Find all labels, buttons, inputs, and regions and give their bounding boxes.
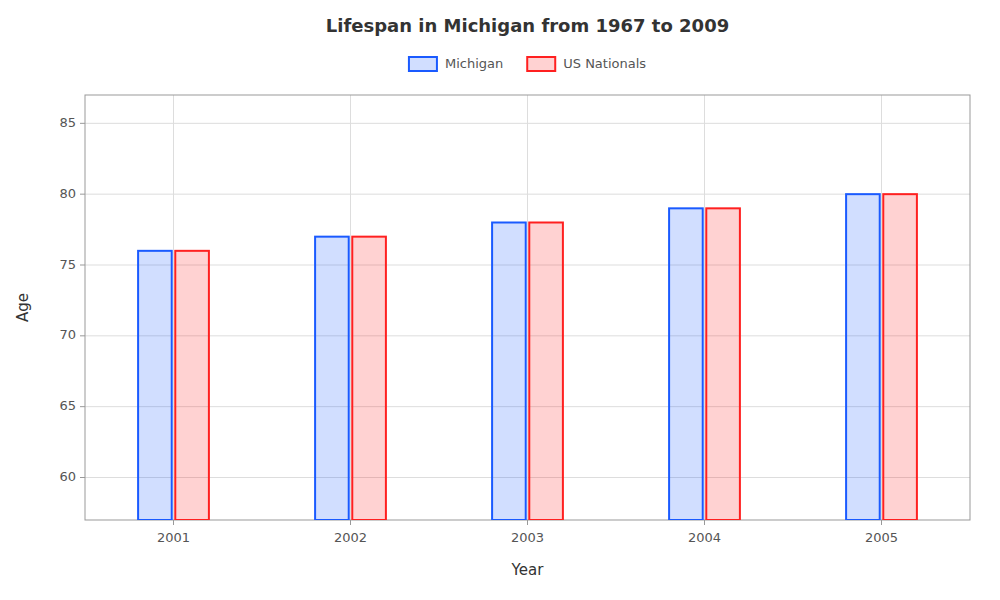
legend-label: Michigan bbox=[445, 56, 503, 71]
legend-swatch bbox=[409, 57, 437, 71]
bar bbox=[138, 251, 172, 520]
bar bbox=[846, 194, 880, 520]
bar bbox=[669, 208, 703, 520]
y-tick-label: 75 bbox=[59, 257, 76, 272]
x-tick-label: 2002 bbox=[334, 530, 367, 545]
x-axis: 2001 2002 2003 2004 2005 bbox=[157, 520, 898, 545]
y-tick-label: 85 bbox=[59, 115, 76, 130]
y-tick-label: 80 bbox=[59, 186, 76, 201]
x-tick-label: 2004 bbox=[688, 530, 721, 545]
chart-title: Lifespan in Michigan from 1967 to 2009 bbox=[326, 15, 729, 36]
y-tick bbox=[80, 477, 85, 478]
legend-item: Michigan bbox=[409, 56, 503, 72]
grid-line-x bbox=[704, 95, 705, 520]
y-tick bbox=[80, 265, 85, 266]
chart-container: Lifespan in Michigan from 1967 to 2009 60… bbox=[0, 0, 1000, 600]
y-tick-label: 60 bbox=[59, 469, 76, 484]
chart-svg: Lifespan in Michigan from 1967 to 2009 60… bbox=[0, 0, 1000, 600]
y-tick-label: 65 bbox=[59, 398, 76, 413]
grid-line-x bbox=[173, 95, 174, 520]
x-axis-label: Year bbox=[511, 561, 545, 579]
bar bbox=[492, 223, 526, 521]
grid-line-x bbox=[881, 95, 882, 520]
bar-series bbox=[138, 194, 880, 520]
grid-line-x bbox=[350, 95, 351, 520]
grid bbox=[85, 95, 970, 520]
bar bbox=[529, 223, 563, 521]
x-tick-label: 2003 bbox=[511, 530, 544, 545]
x-tick bbox=[173, 520, 174, 525]
bar bbox=[883, 194, 917, 520]
y-tick bbox=[80, 123, 85, 124]
legend-label: US Nationals bbox=[563, 56, 646, 71]
x-tick bbox=[527, 520, 528, 525]
y-tick bbox=[80, 194, 85, 195]
y-tick-label: 70 bbox=[59, 327, 76, 342]
legend-item: US Nationals bbox=[527, 56, 646, 72]
x-tick bbox=[881, 520, 882, 525]
y-axis: 60 65 70 75 80 85 bbox=[59, 115, 85, 484]
bar bbox=[175, 251, 209, 520]
y-axis-label: Age bbox=[14, 293, 32, 322]
bar bbox=[352, 237, 386, 520]
x-tick-label: 2005 bbox=[865, 530, 898, 545]
bars bbox=[138, 194, 917, 520]
x-tick-label: 2001 bbox=[157, 530, 190, 545]
y-tick bbox=[80, 335, 85, 336]
legend-swatch bbox=[527, 57, 555, 71]
bar bbox=[315, 237, 349, 520]
legend: Michigan US Nationals bbox=[409, 56, 646, 72]
x-tick bbox=[350, 520, 351, 525]
x-tick bbox=[704, 520, 705, 525]
grid-line-x bbox=[527, 95, 528, 520]
plot-frame bbox=[85, 95, 970, 520]
y-tick bbox=[80, 406, 85, 407]
bar-series bbox=[175, 194, 917, 520]
bar bbox=[706, 208, 740, 520]
